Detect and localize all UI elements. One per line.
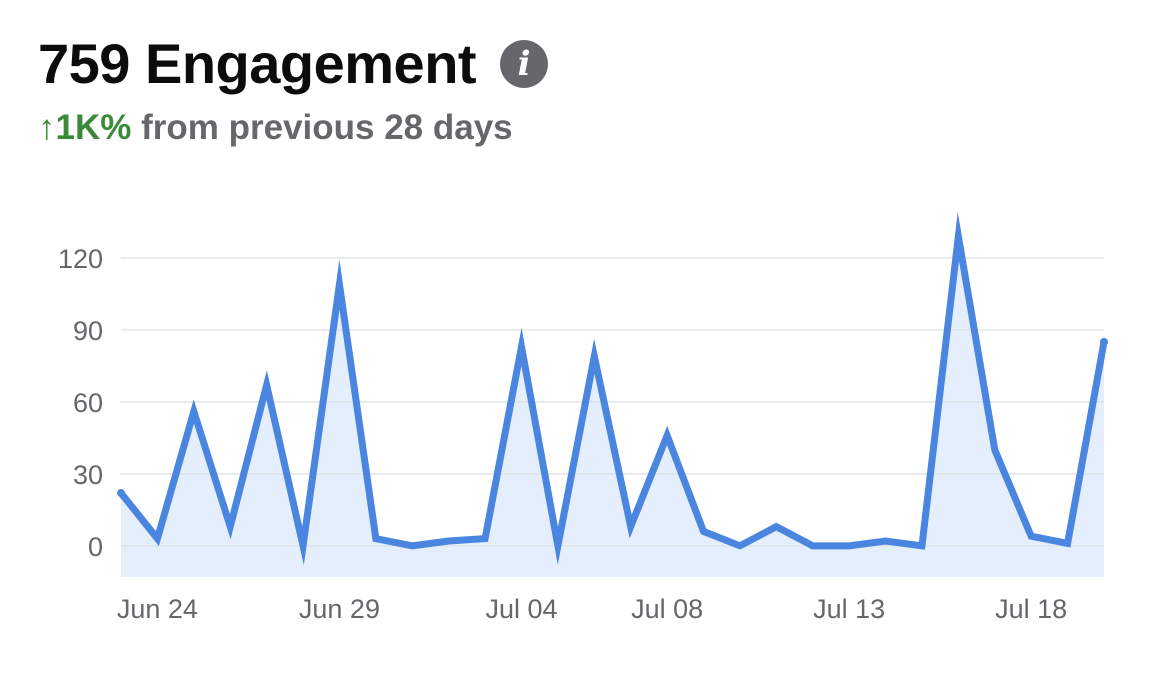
info-icon[interactable]: i [500, 40, 549, 88]
chart-header: 759 Engagement i ↑1K% from previous 28 d… [38, 30, 549, 150]
change-description: from previous 28 days [141, 108, 513, 147]
data-point [117, 489, 125, 498]
x-tick-label: Jun 29 [299, 594, 380, 624]
x-tick-label: Jul 13 [813, 594, 885, 624]
y-tick-label: 60 [73, 388, 103, 418]
page-title: 759 Engagement [38, 32, 477, 95]
comparison-row: ↑1K% from previous 28 days [38, 106, 548, 150]
y-tick-label: 30 [73, 460, 103, 490]
series-line [118, 211, 1108, 566]
x-tick-label: Jul 18 [995, 594, 1067, 624]
change-value: ↑1K% [38, 108, 132, 147]
y-tick-label: 120 [58, 244, 103, 274]
x-tick-label: Jul 04 [485, 594, 557, 624]
title-row: 759 Engagement i [38, 30, 549, 98]
y-tick-label: 0 [88, 532, 103, 562]
data-point [1100, 337, 1108, 346]
x-tick-label: Jun 24 [117, 594, 198, 624]
x-tick-label: Jul 08 [631, 594, 703, 624]
y-tick-label: 90 [73, 316, 103, 346]
